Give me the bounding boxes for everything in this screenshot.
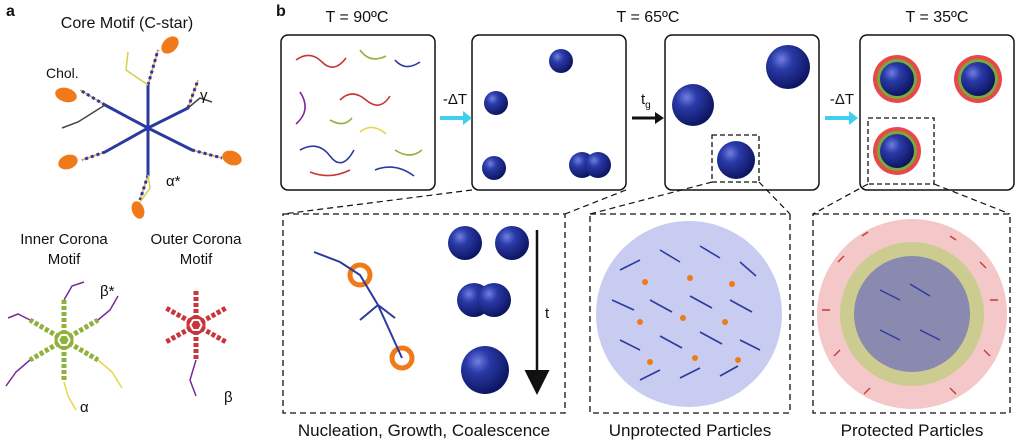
beta-label: β bbox=[224, 389, 233, 406]
caption-unprotected: Unprotected Particles bbox=[609, 421, 772, 440]
alpha-label: α bbox=[80, 399, 89, 416]
panel-b-letter: b bbox=[276, 3, 286, 20]
core-motif-star bbox=[55, 36, 242, 219]
box-35c-particles bbox=[873, 55, 1002, 175]
temp-90-label: T = 90ºC bbox=[326, 9, 389, 26]
beta-star-label: β* bbox=[100, 283, 115, 300]
outer-corona-title-1: Outer Corona bbox=[151, 231, 243, 248]
box-65c-early bbox=[471, 34, 627, 191]
box-65c-early-particles bbox=[482, 49, 611, 180]
zoom-connector-lines bbox=[282, 181, 1011, 215]
inner-corona-title-2: Motif bbox=[48, 251, 81, 268]
outer-corona-motif bbox=[164, 290, 228, 397]
cholesterol-label: Chol. bbox=[46, 65, 79, 81]
outer-corona-title-2: Motif bbox=[180, 251, 213, 268]
caption-protected: Protected Particles bbox=[841, 421, 984, 440]
box-90c-contents bbox=[295, 49, 423, 177]
box-65c-late-particles bbox=[672, 45, 810, 179]
alpha-star-label: α* bbox=[166, 173, 181, 190]
inner-corona-motif bbox=[5, 281, 123, 411]
gamma-label: γ bbox=[200, 87, 208, 104]
cooling-label-2: -ΔT bbox=[830, 91, 854, 108]
inner-corona-title-1: Inner Corona bbox=[20, 231, 108, 248]
time-label: t bbox=[545, 305, 550, 322]
zoom-box-protected bbox=[867, 117, 935, 185]
temp-35-label: T = 35ºC bbox=[906, 9, 969, 26]
unprotected-particle bbox=[596, 221, 782, 407]
core-motif-title: Core Motif (C-star) bbox=[61, 15, 193, 32]
nucleation-assembly bbox=[313, 251, 415, 371]
caption-nucleation: Nucleation, Growth, Coalescence bbox=[298, 421, 550, 440]
gelation-time-label: tg bbox=[641, 91, 651, 111]
cooling-label-1: -ΔT bbox=[443, 91, 467, 108]
protected-particle bbox=[817, 219, 1007, 409]
coalescence-spheres bbox=[448, 226, 529, 394]
temp-65-label: T = 65ºC bbox=[617, 9, 680, 26]
panel-a-letter: a bbox=[6, 3, 15, 20]
zoom-box-unprotected bbox=[711, 134, 760, 183]
